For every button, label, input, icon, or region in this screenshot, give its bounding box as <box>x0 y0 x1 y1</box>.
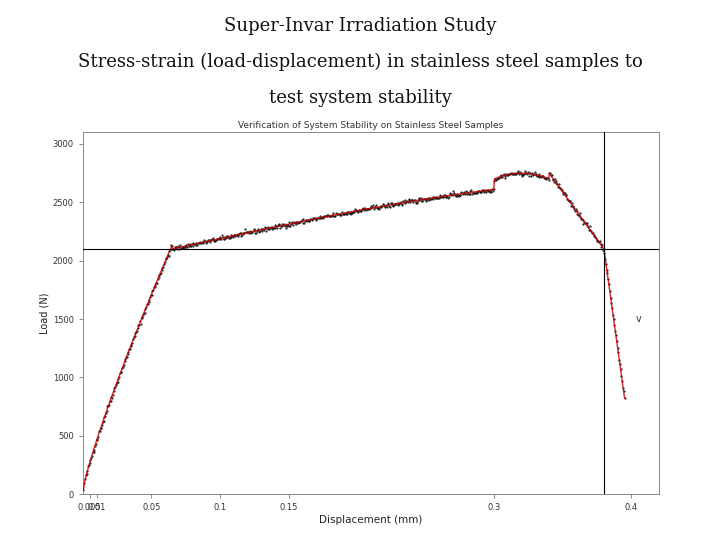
Text: Super-Invar Irradiation Study: Super-Invar Irradiation Study <box>224 17 496 35</box>
Y-axis label: Load (N): Load (N) <box>40 293 50 334</box>
X-axis label: Displacement (mm): Displacement (mm) <box>319 515 423 525</box>
Title: Verification of System Stability on Stainless Steel Samples: Verification of System Stability on Stai… <box>238 121 503 130</box>
Text: Stress-strain (load-displacement) in stainless steel samples to: Stress-strain (load-displacement) in sta… <box>78 52 642 71</box>
Text: test system stability: test system stability <box>269 89 451 106</box>
Text: v: v <box>635 314 641 324</box>
